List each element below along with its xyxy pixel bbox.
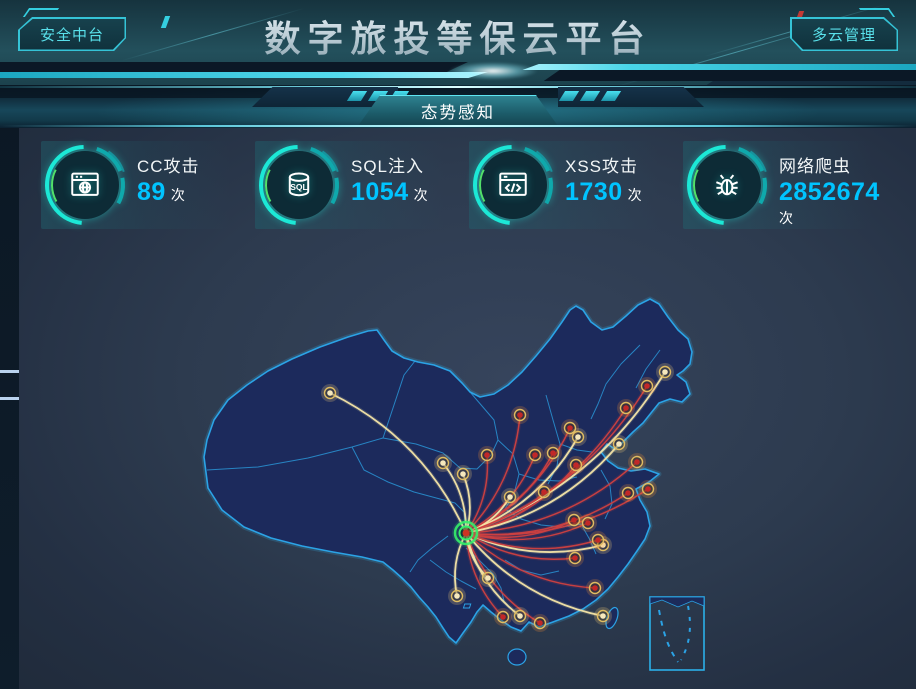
bug-icon — [716, 174, 738, 196]
left-strip-mark — [0, 397, 19, 400]
divider-glow — [448, 62, 538, 80]
security-platform-button[interactable]: 安全中台 — [18, 17, 126, 51]
stat-value: 2852674 — [779, 178, 880, 207]
tab-label: 态势感知 — [421, 103, 495, 122]
stat-label: 网络爬虫 — [779, 157, 851, 176]
right-button-corner-bracket — [858, 8, 896, 17]
attack-layer — [321, 363, 674, 632]
divider-cyan-left — [0, 72, 488, 78]
divider-dark-right-2 — [706, 81, 916, 85]
stat-unit: 次 — [779, 209, 793, 226]
tabbar-bottom-line — [0, 124, 916, 127]
stat-ring: SQL — [257, 143, 341, 227]
divider-dark-left — [0, 62, 468, 73]
stat-unit: 次 — [627, 187, 642, 204]
svg-text:SQL: SQL — [290, 182, 307, 192]
hainan-island — [507, 648, 527, 666]
stat-value: 1730 — [565, 178, 623, 207]
stat-label: CC攻击 — [137, 157, 200, 176]
stat-value: 89 — [137, 178, 166, 207]
divider-dark-right — [543, 70, 916, 81]
china-outline-glow — [201, 296, 695, 646]
stat-ring — [471, 143, 555, 227]
stat-card-web-crawler: 网络爬虫 2852674 次 — [683, 141, 879, 229]
province-borders — [206, 344, 661, 602]
tabbar-right-block — [558, 87, 704, 107]
left-strip-mark — [0, 370, 19, 373]
stat-card-xss-attack: XSS攻击 1730 次 — [469, 141, 659, 229]
tab-situational-awareness[interactable]: 态势感知 — [358, 95, 558, 126]
stat-label: SQL注入 — [351, 157, 425, 176]
stat-ring — [43, 143, 127, 227]
button-label: 安全中台 — [39, 26, 104, 44]
stat-value: 1054 — [351, 178, 409, 207]
stat-unit: 次 — [413, 187, 428, 204]
taiwan-island — [605, 606, 619, 630]
stat-card-cc-attack: CC攻击 89 次 — [41, 141, 231, 229]
page-title: 数字旅投等保云平台 — [0, 10, 916, 62]
tabbar-dark-band — [0, 88, 916, 98]
code-window-icon — [499, 172, 527, 196]
browser-globe-icon — [71, 172, 99, 196]
tabbar-top-line — [0, 86, 916, 88]
stat-label: XSS攻击 — [565, 157, 639, 176]
tab-bar: 态势感知 — [0, 85, 916, 128]
divider-cyan-right — [522, 64, 916, 70]
left-button-corner-bracket — [22, 8, 60, 17]
header: 数字旅投等保云平台 安全中台 多云管理 — [0, 0, 916, 88]
south-china-sea-inset — [462, 596, 705, 671]
stat-unit: 次 — [170, 187, 185, 204]
left-edge-panel — [0, 82, 19, 689]
stat-card-sql-injection: SQL SQL注入 1054 次 — [255, 141, 445, 229]
china-outline — [203, 298, 693, 644]
multi-cloud-button[interactable]: 多云管理 — [790, 17, 898, 51]
sql-database-icon: SQL — [288, 172, 310, 197]
stat-ring — [685, 143, 769, 227]
button-label: 多云管理 — [811, 26, 876, 44]
